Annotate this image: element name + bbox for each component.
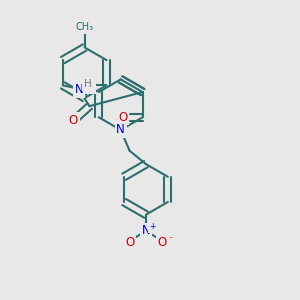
Text: ⁻: ⁻	[169, 236, 174, 244]
Text: +: +	[149, 222, 156, 231]
Text: O: O	[158, 236, 167, 249]
Text: H: H	[84, 80, 92, 89]
Text: N: N	[75, 83, 83, 96]
Text: O: O	[118, 111, 127, 124]
Text: O: O	[125, 236, 134, 249]
Text: CH₃: CH₃	[76, 22, 94, 32]
Text: N: N	[142, 224, 150, 238]
Text: O: O	[69, 114, 78, 127]
Text: Cl: Cl	[82, 79, 94, 92]
Text: N: N	[116, 123, 125, 136]
